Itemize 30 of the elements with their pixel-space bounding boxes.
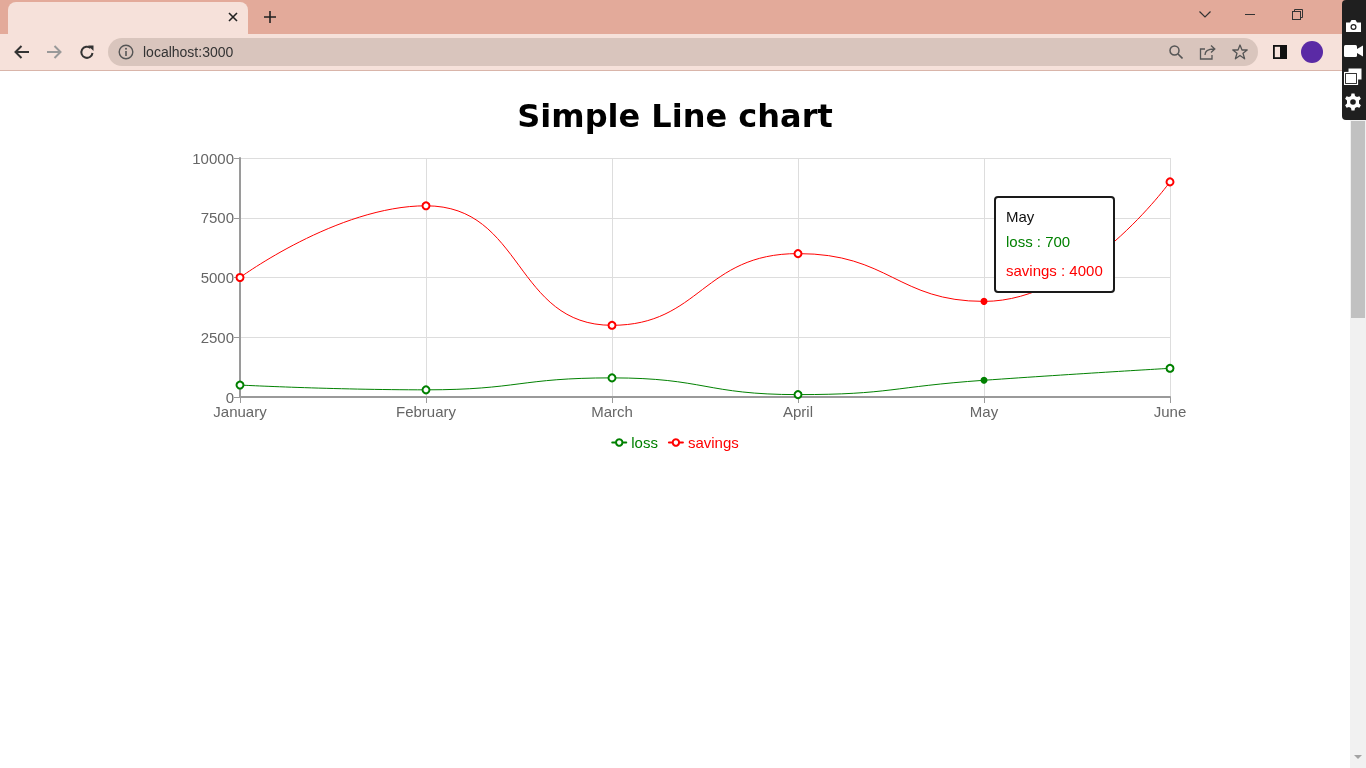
- point: [1165, 363, 1175, 373]
- point: [607, 373, 617, 383]
- annotation: savings : 4000: [1006, 261, 1103, 282]
- x-tick-label: March: [591, 403, 633, 420]
- point: [793, 390, 803, 400]
- y-tick-label: 0: [225, 388, 234, 406]
- chart-title: Simple Line chart: [517, 97, 833, 135]
- point: [235, 380, 245, 390]
- x-tick-label: May: [969, 403, 999, 420]
- y-tick-label: 10000: [192, 149, 234, 167]
- legend-label: savings: [687, 434, 739, 451]
- y-tick-label: 5000: [200, 269, 234, 286]
- point: [607, 320, 617, 330]
- annotation: loss : 700: [1006, 232, 1072, 253]
- point: [980, 297, 988, 305]
- point: [980, 376, 988, 384]
- point: [421, 385, 431, 395]
- x-tick-label: April: [782, 403, 814, 420]
- annotation: May: [1006, 207, 1036, 228]
- point: [235, 273, 245, 282]
- y-tick-label: 2500: [200, 328, 234, 346]
- text: localhost:3000: [143, 43, 234, 61]
- point: [793, 249, 803, 259]
- x-tick-label: February: [395, 403, 457, 420]
- y-tick-label: 7500: [200, 209, 234, 227]
- point: [421, 201, 431, 211]
- x-tick-label: January: [213, 403, 268, 420]
- legend-label: loss: [631, 434, 658, 451]
- x-tick-label: June: [1153, 403, 1187, 420]
- point: [1165, 177, 1175, 187]
